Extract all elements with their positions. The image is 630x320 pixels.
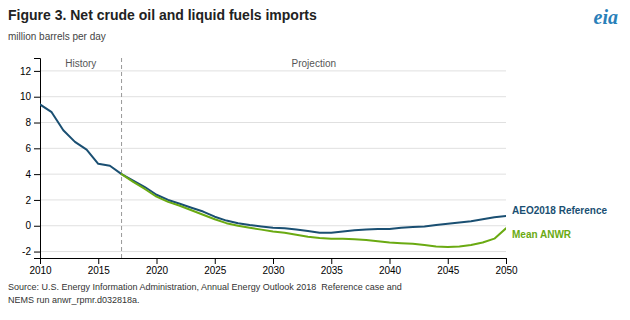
x-tick: 2040 [379, 258, 402, 276]
y-tick-mark [34, 252, 40, 253]
x-axis: 2010 2015 2020 2025 2030 2035 2040 2045 2050 [29, 258, 518, 276]
x-tick-label: 2010 [29, 265, 52, 276]
series-line [40, 104, 506, 232]
y-tick: 12 [20, 66, 40, 77]
grid-line [40, 199, 506, 200]
y-tick-mark [34, 148, 40, 149]
x-tick: 2010 [29, 258, 52, 276]
x-tick-mark [331, 258, 332, 264]
y-tick-mark [34, 71, 40, 72]
x-tick-mark [390, 258, 391, 264]
x-tick: 2050 [495, 258, 518, 276]
x-tick-mark [215, 258, 216, 264]
x-tick-label: 2015 [88, 265, 111, 276]
y-tick-label: 4 [25, 169, 31, 180]
x-tick-label: 2030 [262, 265, 285, 276]
y-tick-label: -2 [22, 246, 31, 257]
series-label: Mean ANWR [512, 229, 572, 240]
grid-line [40, 174, 506, 175]
y-tick: -2 [22, 246, 40, 257]
x-tick: 2020 [146, 258, 169, 276]
x-tick-label: 2045 [437, 265, 460, 276]
y-axis: -2 0 2 4 6 8 10 12 [20, 59, 41, 259]
x-tick-mark [98, 258, 99, 264]
y-axis-title: million barrels per day [8, 31, 106, 42]
title: Figure 3. Net crude oil and liquid fuels… [8, 7, 317, 23]
grid-line [40, 122, 506, 123]
y-tick: 6 [25, 143, 40, 154]
grid-line [40, 96, 506, 97]
x-tick: 2025 [204, 258, 227, 276]
y-tick-mark [34, 123, 40, 124]
x-tick-label: 2020 [146, 265, 169, 276]
x-tick: 2015 [88, 258, 111, 276]
plot-marks [40, 58, 506, 258]
x-tick-label: 2050 [495, 265, 518, 276]
y-tick-mark [34, 226, 40, 227]
grid [40, 71, 506, 252]
logo: eia [594, 6, 618, 28]
y-tick-mark [34, 97, 40, 98]
y-tick-label: 12 [20, 66, 32, 77]
annotation: History [65, 58, 96, 69]
y-axis-line [34, 59, 41, 259]
source: Source: U.S. Energy Information Administ… [8, 282, 402, 292]
series-label: AEO2018 Reference [512, 205, 607, 216]
y-tick-label: 2 [25, 195, 31, 206]
chart: 2010 2015 2020 2025 2030 2035 2040 2045 2050 -2 0 2… [0, 0, 630, 320]
x-tick-mark [506, 258, 507, 264]
x-tick-mark [273, 258, 274, 264]
x-tick-label: 2040 [379, 265, 402, 276]
y-tick-label: 6 [25, 143, 31, 154]
x-tick: 2030 [262, 258, 285, 276]
y-tick: 8 [25, 117, 40, 128]
x-tick-mark [448, 258, 449, 264]
y-tick: 2 [25, 195, 40, 206]
y-tick: 0 [25, 220, 40, 231]
divider-line [121, 58, 122, 258]
x-tick: 2035 [321, 258, 344, 276]
y-tick-mark [34, 200, 40, 201]
grid-line [40, 70, 506, 71]
x-tick-label: 2025 [204, 265, 227, 276]
y-tick: 4 [25, 169, 40, 180]
x-axis-line [41, 259, 507, 265]
texts: AEO2018 Reference Mean ANWR History Project… [8, 6, 618, 305]
x-tick-label: 2035 [321, 265, 344, 276]
series-line [122, 174, 506, 247]
annotation: Projection [292, 58, 336, 69]
y-tick-label: 0 [25, 220, 31, 231]
x-tick-mark [157, 258, 158, 264]
source: NEMS run anwr_rpmr.d032818a. [8, 295, 140, 305]
y-tick: 10 [20, 91, 40, 102]
y-tick-label: 10 [20, 91, 32, 102]
x-tick: 2045 [437, 258, 460, 276]
y-tick-label: 8 [25, 117, 31, 128]
grid-line [40, 251, 506, 252]
y-tick-mark [34, 174, 40, 175]
grid-line [40, 148, 506, 149]
